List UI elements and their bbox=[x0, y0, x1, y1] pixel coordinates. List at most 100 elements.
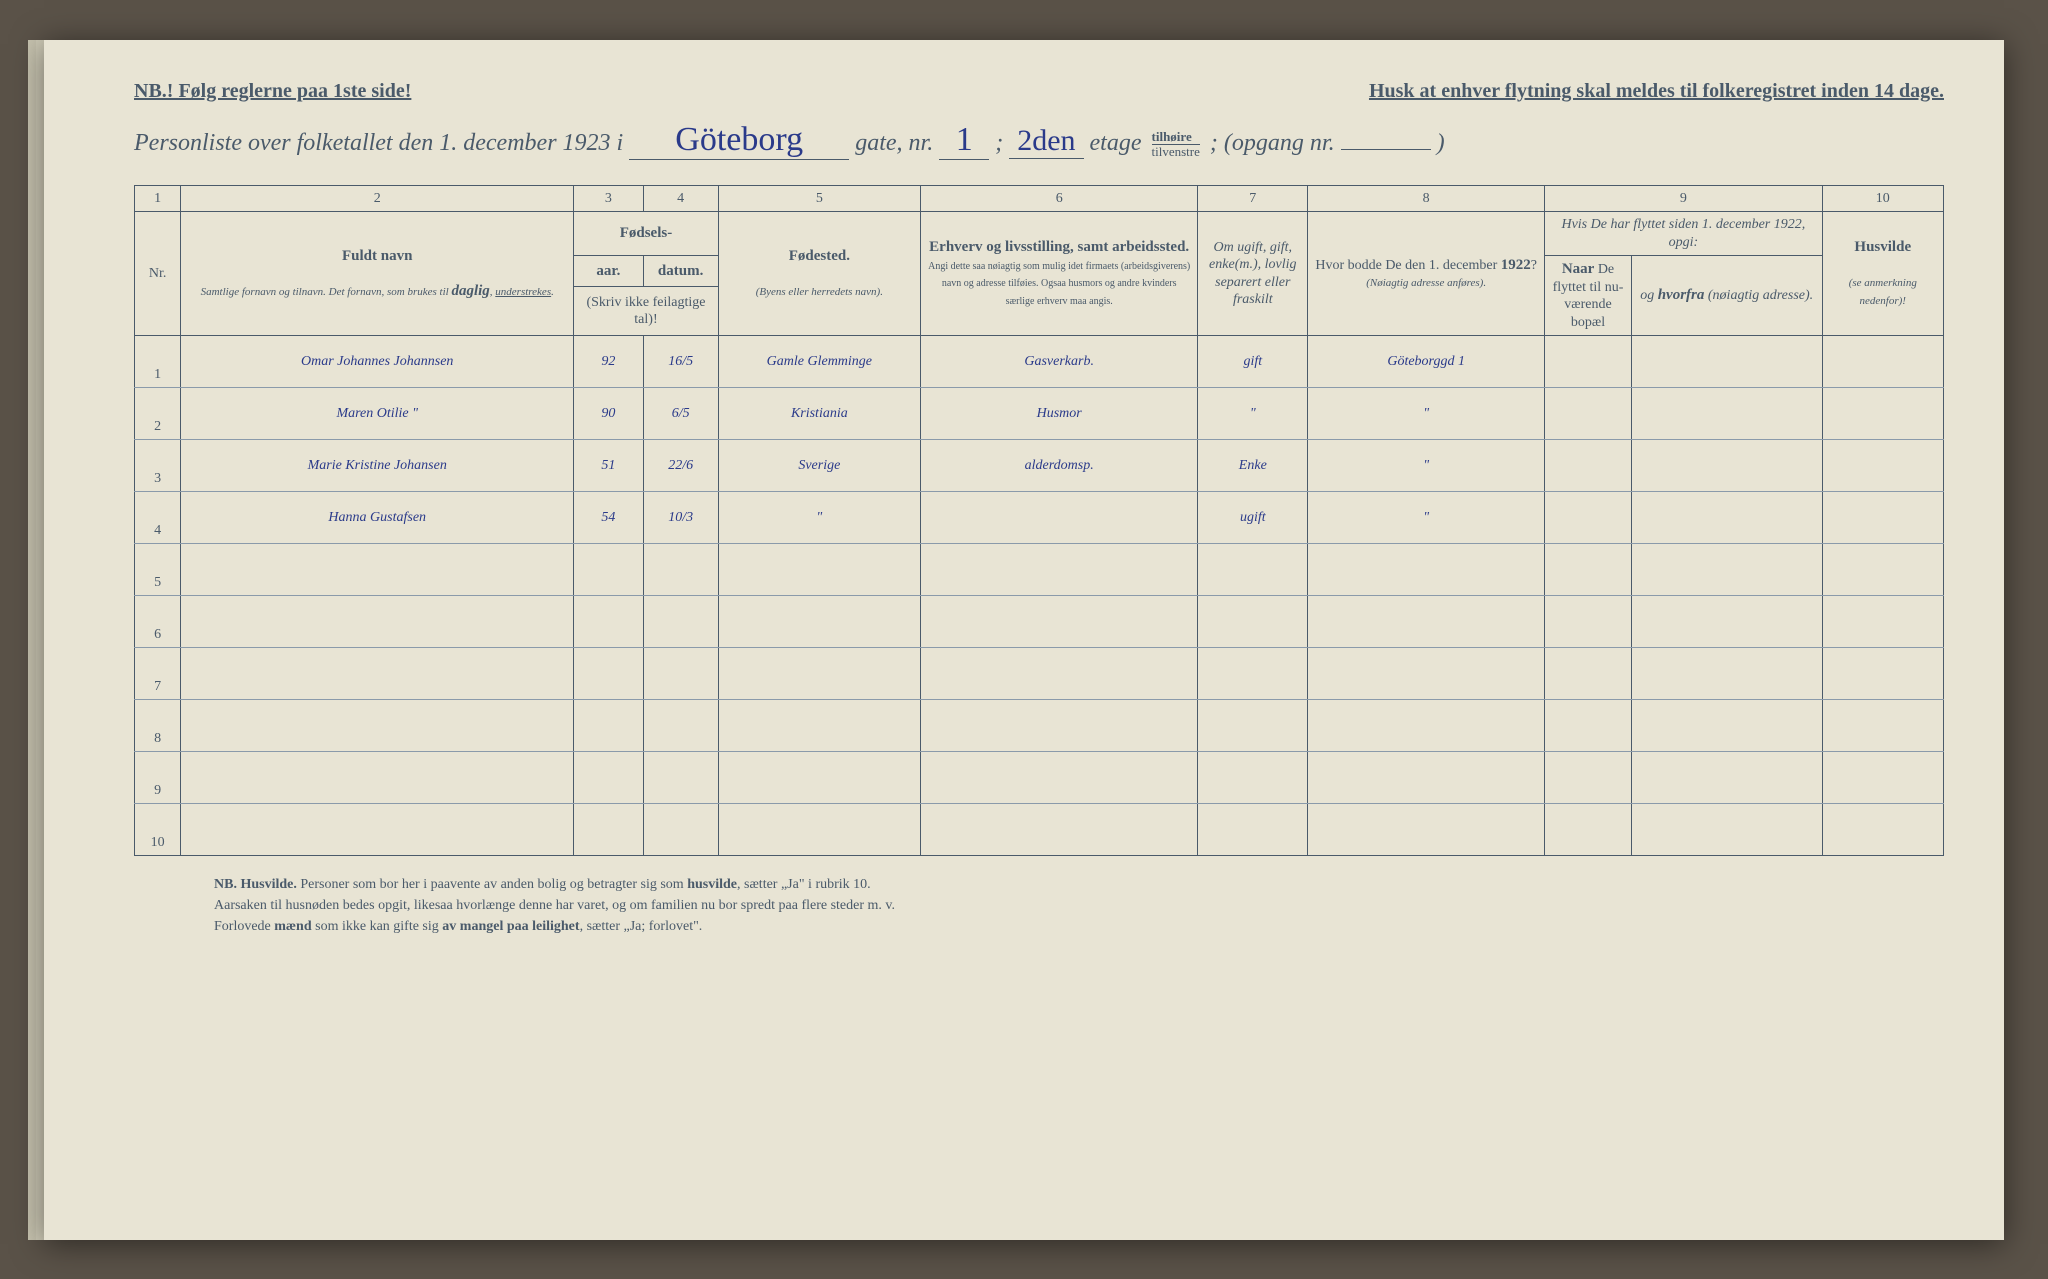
cell-civil bbox=[1198, 596, 1308, 648]
table-row: 7 bbox=[135, 648, 1944, 700]
cell-aar bbox=[574, 752, 643, 804]
cell-husvilde bbox=[1822, 804, 1943, 856]
cell-navn bbox=[181, 700, 574, 752]
cell-naar bbox=[1545, 700, 1632, 752]
cell-datum bbox=[643, 700, 718, 752]
cell-naar bbox=[1545, 596, 1632, 648]
nb-instruction: NB.! Følg reglerne paa 1ste side! bbox=[134, 80, 411, 103]
cell-rownum: 5 bbox=[135, 544, 181, 596]
cell-hvorfra bbox=[1631, 752, 1822, 804]
cell-bodde: Göteborggd 1 bbox=[1308, 336, 1545, 388]
col-civilstand: Om ugift, gift, enke(m.), lovlig separer… bbox=[1198, 212, 1308, 336]
cell-hvorfra bbox=[1631, 596, 1822, 648]
title-prefix: Personliste over folketallet den 1. dece… bbox=[134, 130, 623, 156]
cell-fodested bbox=[718, 648, 920, 700]
cell-husvilde bbox=[1822, 700, 1943, 752]
cell-hvorfra bbox=[1631, 388, 1822, 440]
cell-husvilde bbox=[1822, 648, 1943, 700]
cell-hvorfra bbox=[1631, 804, 1822, 856]
cell-datum: 22/6 bbox=[643, 440, 718, 492]
etage-label: etage bbox=[1090, 130, 1142, 156]
col-bodde: Hvor bodde De den 1. december 1922? (Nøi… bbox=[1308, 212, 1545, 336]
cell-erhverv: alderdomsp. bbox=[920, 440, 1197, 492]
cell-erhverv: Husmor bbox=[920, 388, 1197, 440]
cell-fodested bbox=[718, 544, 920, 596]
cell-hvorfra bbox=[1631, 544, 1822, 596]
cell-hvorfra bbox=[1631, 700, 1822, 752]
cell-bodde bbox=[1308, 752, 1545, 804]
cell-bodde bbox=[1308, 544, 1545, 596]
cell-husvilde bbox=[1822, 440, 1943, 492]
cell-rownum: 8 bbox=[135, 700, 181, 752]
table-body: 1Omar Johannes Johannsen9216/5Gamle Glem… bbox=[135, 336, 1944, 856]
cell-bodde bbox=[1308, 648, 1545, 700]
cell-aar bbox=[574, 804, 643, 856]
street-field: Göteborg bbox=[629, 121, 849, 160]
cell-rownum: 10 bbox=[135, 804, 181, 856]
cell-datum bbox=[643, 596, 718, 648]
cell-aar bbox=[574, 596, 643, 648]
header-top-row: NB.! Følg reglerne paa 1ste side! Husk a… bbox=[134, 80, 1944, 103]
cell-fodested bbox=[718, 700, 920, 752]
cell-bodde bbox=[1308, 804, 1545, 856]
col-fodested: Fødested. (Byens eller herredets navn). bbox=[718, 212, 920, 336]
table-header: 12345678910 Nr. Fuldt navn Samtlige forn… bbox=[135, 185, 1944, 336]
col-aar-note: (Skriv ikke feilagtige tal)! bbox=[574, 287, 718, 336]
cell-fodested: Gamle Glemminge bbox=[718, 336, 920, 388]
table-row: 4Hanna Gustafsen5410/3"ugift" bbox=[135, 492, 1944, 544]
cell-erhverv bbox=[920, 700, 1197, 752]
cell-husvilde bbox=[1822, 752, 1943, 804]
etage-fraction: tilhøire tilvenstre bbox=[1152, 130, 1200, 158]
cell-datum: 6/5 bbox=[643, 388, 718, 440]
cell-bodde bbox=[1308, 596, 1545, 648]
col-aar: aar. bbox=[574, 256, 643, 287]
table-row: 10 bbox=[135, 804, 1944, 856]
cell-naar bbox=[1545, 388, 1632, 440]
table-row: 1Omar Johannes Johannsen9216/5Gamle Glem… bbox=[135, 336, 1944, 388]
cell-civil bbox=[1198, 648, 1308, 700]
cell-hvorfra bbox=[1631, 336, 1822, 388]
cell-datum bbox=[643, 804, 718, 856]
cell-rownum: 6 bbox=[135, 596, 181, 648]
census-table: 12345678910 Nr. Fuldt navn Samtlige forn… bbox=[134, 185, 1944, 857]
cell-aar bbox=[574, 544, 643, 596]
gate-nr-field: 1 bbox=[939, 121, 989, 160]
cell-rownum: 2 bbox=[135, 388, 181, 440]
cell-navn bbox=[181, 544, 574, 596]
cell-rownum: 9 bbox=[135, 752, 181, 804]
cell-civil: " bbox=[1198, 388, 1308, 440]
cell-rownum: 7 bbox=[135, 648, 181, 700]
cell-aar bbox=[574, 648, 643, 700]
cell-erhverv bbox=[920, 648, 1197, 700]
cell-navn: Marie Kristine Johansen bbox=[181, 440, 574, 492]
cell-naar bbox=[1545, 440, 1632, 492]
cell-civil: gift bbox=[1198, 336, 1308, 388]
opgang-field bbox=[1341, 149, 1431, 150]
cell-rownum: 1 bbox=[135, 336, 181, 388]
cell-civil bbox=[1198, 700, 1308, 752]
table-row: 3Marie Kristine Johansen5122/6Sverigeald… bbox=[135, 440, 1944, 492]
cell-navn bbox=[181, 752, 574, 804]
cell-husvilde bbox=[1822, 388, 1943, 440]
semicolon: ; bbox=[995, 130, 1003, 156]
opgang-label: ; (opgang nr. bbox=[1210, 130, 1335, 156]
cell-naar bbox=[1545, 648, 1632, 700]
cell-hvorfra bbox=[1631, 492, 1822, 544]
cell-erhverv bbox=[920, 752, 1197, 804]
cell-rownum: 4 bbox=[135, 492, 181, 544]
cell-aar: 90 bbox=[574, 388, 643, 440]
gate-label: gate, nr. bbox=[855, 130, 933, 156]
table-row: 6 bbox=[135, 596, 1944, 648]
cell-naar bbox=[1545, 492, 1632, 544]
cell-husvilde bbox=[1822, 544, 1943, 596]
col-fodsels: Fødsels- bbox=[574, 212, 718, 256]
cell-navn: Hanna Gustafsen bbox=[181, 492, 574, 544]
col-number-row: 12345678910 bbox=[135, 185, 1944, 212]
cell-aar bbox=[574, 700, 643, 752]
cell-datum bbox=[643, 752, 718, 804]
table-row: 5 bbox=[135, 544, 1944, 596]
cell-husvilde bbox=[1822, 336, 1943, 388]
col-nr: Nr. bbox=[135, 212, 181, 336]
cell-erhverv: Gasverkarb. bbox=[920, 336, 1197, 388]
header-title-row: Personliste over folketallet den 1. dece… bbox=[134, 121, 1944, 160]
